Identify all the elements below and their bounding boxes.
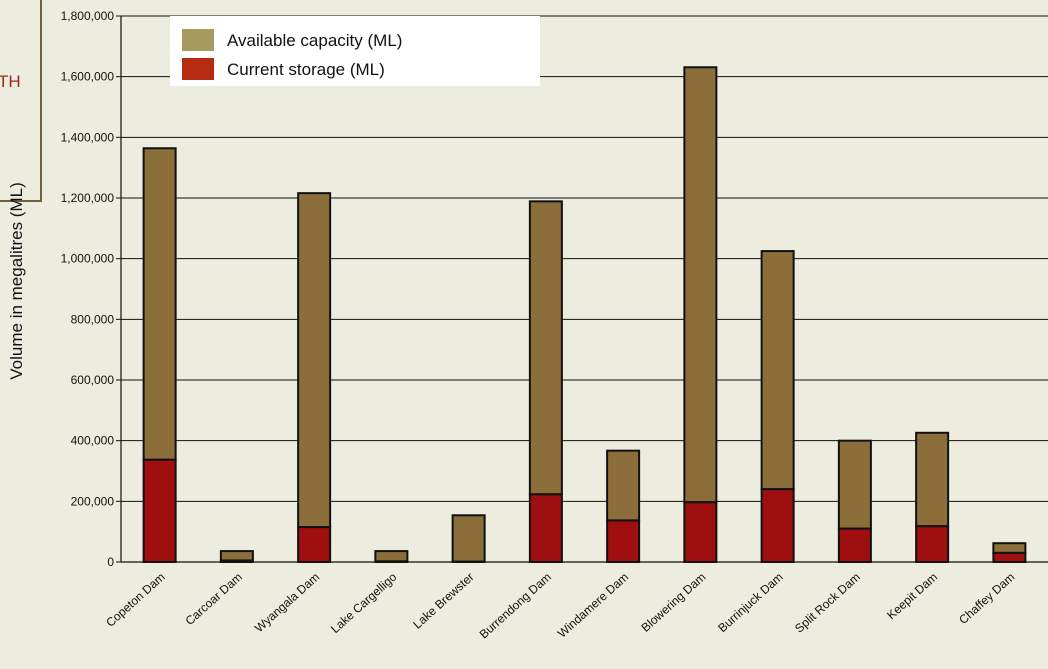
y-tick-label: 200,000 — [71, 494, 115, 508]
x-tick-label: Carcoar Dam — [182, 570, 244, 628]
bar-current-storage — [760, 488, 795, 564]
y-tick-label: 0 — [107, 555, 114, 569]
x-tick-label: Lake Cargelligo — [328, 570, 400, 636]
bar-current-storage — [915, 525, 950, 563]
x-tick-label: Burrendong Dam — [477, 570, 554, 642]
x-tick-label: Blowering Dam — [639, 570, 709, 635]
legend-box — [170, 16, 540, 86]
x-tick-label: Windamere Dam — [555, 570, 631, 641]
bar-current-storage — [837, 527, 872, 564]
bar-available-capacity — [297, 192, 332, 529]
bar-current-storage — [683, 501, 718, 564]
bar-available-capacity — [451, 514, 486, 563]
callout-text: TH — [0, 72, 21, 91]
x-tick-label: Wyangala Dam — [252, 570, 322, 635]
x-tick-label: Burrinjuck Dam — [715, 570, 785, 635]
x-tick-label: Split Rock Dam — [792, 570, 863, 636]
bar-available-capacity — [528, 200, 563, 496]
y-tick-label: 1,400,000 — [61, 130, 115, 144]
bar-current-storage — [606, 519, 641, 564]
legend-label: Current storage (ML) — [227, 60, 385, 79]
bar-available-capacity — [606, 449, 641, 522]
bar-current-storage — [297, 526, 332, 563]
y-tick-label: 400,000 — [71, 434, 115, 448]
bar-current-storage — [374, 560, 409, 563]
x-tick-label: Copeton Dam — [103, 570, 167, 630]
bar-available-capacity — [374, 550, 409, 563]
y-tick-label: 1,200,000 — [61, 191, 115, 205]
legend-swatch — [182, 58, 214, 80]
y-axis-label: Volume in megalitres (ML) — [7, 182, 26, 379]
bar-current-storage — [528, 493, 563, 563]
x-tick-label: Chaffey Dam — [956, 570, 1017, 627]
bar-current-storage — [992, 551, 1027, 564]
bar-available-capacity — [142, 147, 177, 461]
legend-swatch — [182, 29, 214, 51]
plot-area — [121, 16, 1048, 562]
callout-box: TH — [0, 0, 42, 202]
bar-available-capacity — [992, 542, 1027, 554]
bar-available-capacity — [915, 431, 950, 528]
legend-label: Available capacity (ML) — [227, 31, 402, 50]
y-tick-label: 800,000 — [71, 312, 115, 326]
y-tick-label: 1,800,000 — [61, 9, 115, 23]
bar-available-capacity — [837, 439, 872, 530]
y-tick-label: 600,000 — [71, 373, 115, 387]
bar-available-capacity — [219, 550, 254, 562]
y-tick-label: 1,600,000 — [61, 70, 115, 84]
bar-current-storage — [142, 458, 177, 564]
x-tick-label: Lake Brewster — [410, 570, 476, 632]
x-tick-label: Keepit Dam — [884, 570, 940, 622]
bar-available-capacity — [760, 250, 795, 491]
bar-available-capacity — [683, 66, 718, 504]
y-tick-label: 1,000,000 — [61, 252, 115, 266]
bar-current-storage — [219, 559, 254, 564]
